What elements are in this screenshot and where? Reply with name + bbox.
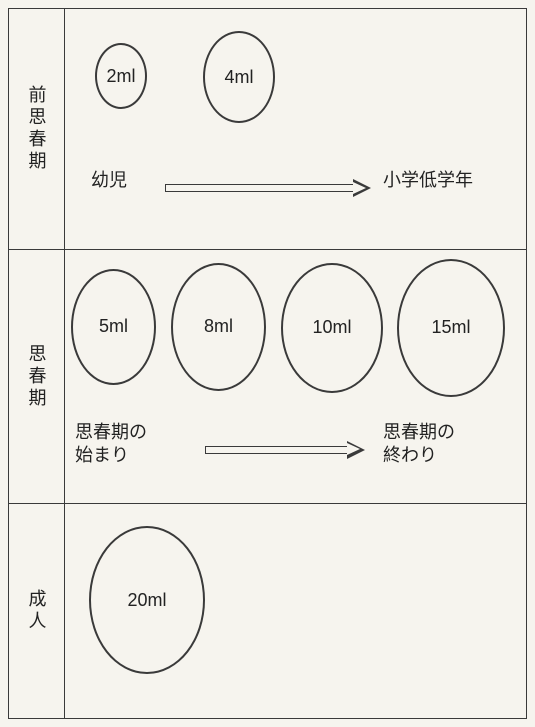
- ellipse-1-1: 8ml: [171, 263, 266, 391]
- row-content-1: 5ml8ml10ml15ml 思春期の 始まり 思春期の 終わり: [65, 250, 527, 504]
- progression-arrow-1: [205, 441, 365, 459]
- caption-0-0: 幼児: [91, 169, 127, 192]
- caption-1-0: 思春期の 始まり: [75, 421, 147, 468]
- ellipse-1-2: 10ml: [281, 263, 383, 393]
- ellipse-2-0: 20ml: [89, 526, 205, 674]
- row-label-2: 成人: [9, 504, 65, 719]
- row-content-2: 20ml: [65, 504, 527, 719]
- caption-0-1: 小学低学年: [383, 169, 473, 192]
- growth-stage-table: 前思春期 2ml 4ml 幼児 小学低学年思春期5ml8ml10ml15ml 思春期の 始…: [8, 8, 527, 719]
- ellipse-1-0: 5ml: [71, 269, 156, 385]
- row-label-0: 前思春期: [9, 9, 65, 250]
- ellipse-0-0: 2ml: [95, 43, 147, 109]
- caption-1-1: 思春期の 終わり: [383, 421, 455, 468]
- ellipse-1-3: 15ml: [397, 259, 505, 397]
- row-content-0: 2ml 4ml 幼児 小学低学年: [65, 9, 527, 250]
- row-label-1: 思春期: [9, 250, 65, 504]
- ellipse-0-1: 4ml: [203, 31, 275, 123]
- progression-arrow-0: [165, 179, 371, 197]
